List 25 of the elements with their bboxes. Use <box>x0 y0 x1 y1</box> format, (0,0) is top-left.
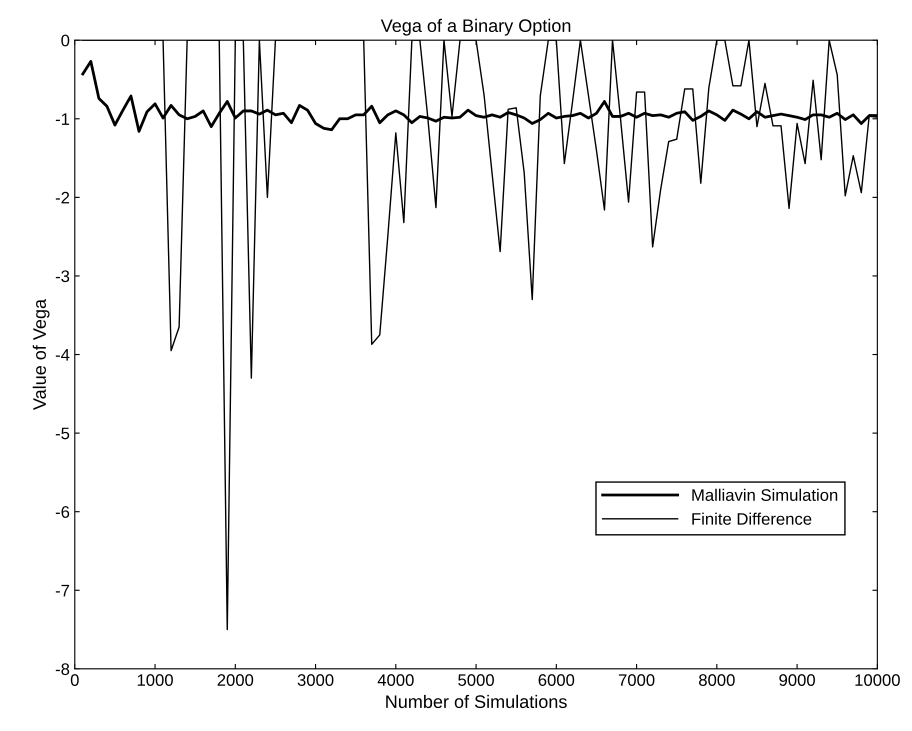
y-tick-label: -8 <box>56 663 70 676</box>
y-tick-label: -6 <box>56 506 70 518</box>
x-tick-label: 9000 <box>779 674 815 686</box>
y-axis-title: Value of Vega <box>32 298 50 410</box>
y-tick-label: -4 <box>56 349 70 361</box>
y-tick-label: -2 <box>56 192 70 204</box>
y-tick-label: -1 <box>56 113 70 125</box>
y-tick-label: -7 <box>56 584 70 596</box>
y-tick-label: 0 <box>61 34 70 46</box>
x-tick-label: 6000 <box>538 674 574 686</box>
y-tick-label: -5 <box>56 428 70 440</box>
legend-label: Finite Difference <box>692 512 812 525</box>
x-tick-label: 3000 <box>298 674 334 686</box>
y-tick-label: -3 <box>56 270 70 282</box>
x-tick-label: 0 <box>70 674 79 686</box>
x-axis-title: Number of Simulations <box>386 694 567 708</box>
x-tick-label: 1000 <box>138 674 173 686</box>
x-tick-label: 7000 <box>618 674 654 686</box>
x-tick-label: 2000 <box>218 674 254 686</box>
x-tick-label: 4000 <box>378 674 414 686</box>
legend-label: Malliavin Simulation <box>692 488 838 501</box>
x-tick-label: 10000 <box>855 674 900 686</box>
x-tick-label: 5000 <box>458 674 494 686</box>
x-tick-label: 8000 <box>699 674 735 686</box>
chart-title: Vega of a Binary Option <box>380 18 570 36</box>
